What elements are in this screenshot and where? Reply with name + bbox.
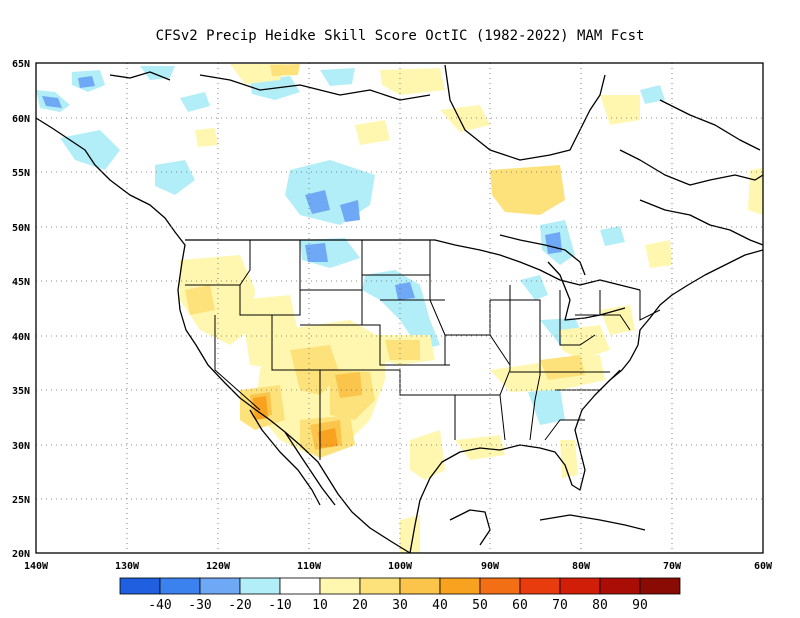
colorbar-label: -20 [228,598,251,613]
colorbar-label: 50 [472,598,488,613]
colorbar-label: 90 [632,598,648,613]
colorbar-box [239,577,281,595]
colorbar-box [159,577,201,595]
lat-label-65n: 65N [12,59,30,70]
latitude-labels: 65N 60N 55N 50N 45N 40N 35N 30N 25N 20N [12,59,30,560]
lon-label-140w: 140W [24,561,49,572]
longitude-labels: 140W 130W 120W 110W 100W 90W 80W 70W 60W [24,561,773,572]
colorbar-label: 30 [392,598,408,613]
coastlines-and-borders [35,64,764,554]
lon-label-70w: 70W [663,561,682,572]
colorbar-label: 20 [352,598,368,613]
colorbar-label: 40 [432,598,448,613]
lon-label-110w: 110W [297,561,322,572]
colorbar-boxes [119,577,681,595]
map-plot-area [35,62,764,554]
lon-label-100w: 100W [388,561,413,572]
colorbar-label: -30 [188,598,211,613]
colorbar-labels: -40 -30 -20 -10 10 20 30 40 50 60 70 80 90 [148,598,648,613]
colorbar-label: 60 [512,598,528,613]
colorbar-box [479,577,521,595]
colorbar-box [119,577,161,595]
colorbar-box [519,577,561,595]
colorbar-box [399,577,441,595]
lat-label-20n: 20N [12,549,30,560]
lon-label-130w: 130W [115,561,140,572]
lon-label-120w: 120W [206,561,231,572]
colorbar-label: 10 [312,598,328,613]
lon-label-80w: 80W [572,561,591,572]
colorbar-label: -10 [268,598,291,613]
graticule [36,63,763,553]
state-borders [185,240,661,460]
map-title: CFSv2 Precip Heidke Skill Score OctIC (1… [155,28,645,44]
lat-label-35n: 35N [12,386,30,397]
lat-label-50n: 50N [12,223,30,234]
colorbar-box [199,577,241,595]
colorbar-label: -40 [148,598,171,613]
colorbar-box [319,577,361,595]
lat-label-25n: 25N [12,495,30,506]
colorbar: -40 -30 -20 -10 10 20 30 40 50 60 70 80 90 [119,577,681,613]
map-frame [35,62,764,554]
lat-label-40n: 40N [12,332,30,343]
colorbar-box [599,577,641,595]
colorbar-box [559,577,601,595]
lat-label-30n: 30N [12,441,30,452]
colorbar-box [359,577,401,595]
lat-label-55n: 55N [12,168,30,179]
colorbar-label: 70 [552,598,568,613]
colorbar-label: 80 [592,598,608,613]
colorbar-box [639,577,681,595]
lon-label-60w: 60W [754,561,773,572]
lat-label-60n: 60N [12,114,30,125]
lat-label-45n: 45N [12,277,30,288]
lon-label-90w: 90W [481,561,500,572]
colorbar-box [439,577,481,595]
colorbar-box [279,577,321,595]
